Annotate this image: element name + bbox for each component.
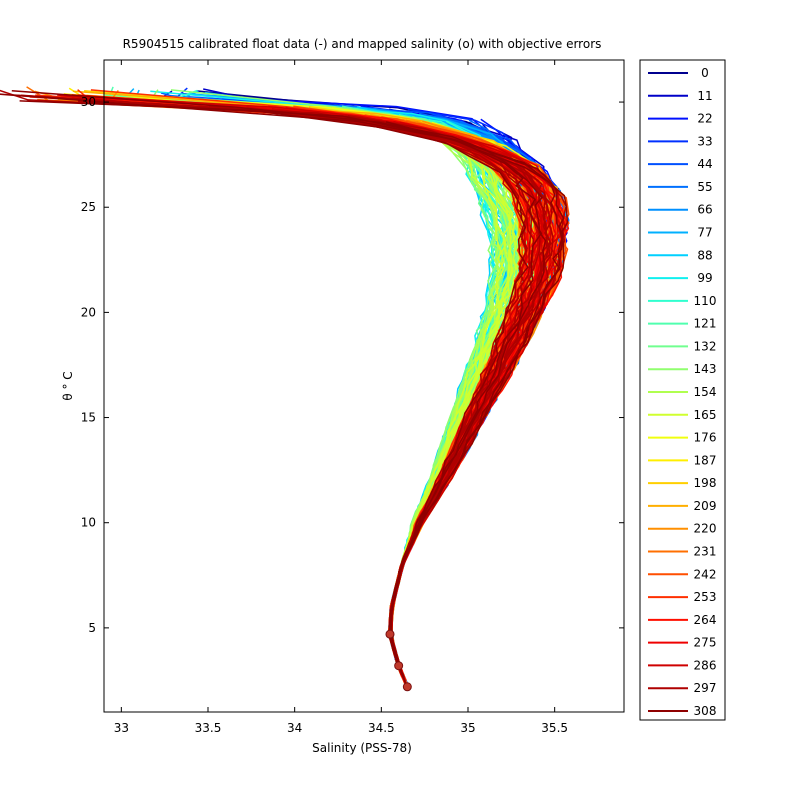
profile-line (112, 101, 516, 681)
profile-line (146, 96, 503, 682)
x-tick-label: 33 (114, 721, 129, 735)
x-tick-label: 33.5 (195, 721, 222, 735)
mapped-salinity-marker (394, 661, 404, 671)
legend: 0 11 22 33 44 55 66 77 88 99 110 121 132 143 154 165 176… (639, 59, 726, 721)
profile-line (150, 90, 495, 668)
profile-line (106, 86, 510, 681)
legend-label: 99 (697, 271, 712, 285)
profile-line (125, 96, 502, 687)
y-tick-label: 10 (81, 516, 96, 530)
legend-label: 176 (694, 431, 717, 445)
profile-line (75, 95, 529, 639)
legend-label: 308 (694, 704, 717, 718)
legend-label: 154 (694, 385, 717, 399)
legend-label: 132 (694, 339, 717, 353)
profile-line (117, 99, 505, 677)
profile-line (146, 101, 513, 650)
profile-line (200, 103, 502, 643)
legend-label: 0 (701, 66, 709, 80)
legend-label: 77 (697, 226, 712, 240)
y-axis-label: θ ° C (61, 371, 75, 400)
profile-line (176, 100, 499, 654)
legend-label: 165 (694, 408, 717, 422)
legend-label: 220 (694, 522, 717, 536)
chart-title: R5904515 calibrated float data (-) and m… (123, 37, 602, 51)
profile-line (104, 94, 519, 686)
legend-label: 66 (697, 203, 712, 217)
profile-line (169, 102, 513, 640)
legend-label: 33 (697, 134, 712, 148)
profile-line (30, 96, 541, 652)
legend-label: 22 (697, 112, 712, 126)
plot-frame (103, 59, 625, 713)
legend-label: 275 (694, 636, 717, 650)
legend-label: 55 (697, 180, 712, 194)
profile-line (147, 89, 519, 663)
legend-label: 88 (697, 248, 712, 262)
y-tick-label: 15 (81, 411, 96, 425)
x-tick-label: 34.5 (368, 721, 395, 735)
y-tick-label: 30 (81, 95, 96, 109)
profile-line (167, 89, 507, 661)
profile-line (150, 95, 519, 656)
profile-line (385, 121, 547, 669)
legend-label: 143 (694, 362, 717, 376)
y-tick-label: 25 (81, 200, 96, 214)
y-tick-label: 5 (88, 621, 96, 635)
profile-line (129, 94, 507, 645)
profile-line (79, 94, 535, 662)
legend-label: 297 (694, 681, 717, 695)
legend-label: 187 (694, 453, 717, 467)
mapped-salinity-marker (402, 682, 412, 692)
legend-label: 110 (694, 294, 717, 308)
legend-label: 286 (694, 658, 717, 672)
legend-label: 264 (694, 613, 717, 627)
profile-line (380, 122, 565, 665)
legend-label: 253 (694, 590, 717, 604)
x-tick-label: 35.5 (541, 721, 568, 735)
x-tick-label: 34 (287, 721, 302, 735)
legend-items: 0 11 22 33 44 55 66 77 88 99 110 121 132 143 154 165 176… (648, 66, 716, 718)
profile-line (141, 99, 521, 650)
legend-label: 198 (694, 476, 717, 490)
profile-line (95, 96, 525, 636)
profile-line (13, 94, 535, 662)
ticks-layer: 33 33.5 34 34.5 35 35.5 5 10 15 20 25 30 (81, 60, 624, 735)
legend-label: 44 (697, 157, 712, 171)
profile-line (255, 104, 498, 653)
profile-line (97, 96, 510, 652)
legend-label: 242 (694, 567, 717, 581)
mapped-salinity-marker (385, 629, 395, 639)
profile-line (19, 100, 529, 687)
legend-label: 209 (694, 499, 717, 513)
profile-line (20, 94, 541, 653)
legend-label: 121 (694, 317, 717, 331)
profile-line (165, 96, 499, 687)
legend-label: 231 (694, 545, 717, 559)
y-tick-label: 20 (81, 305, 96, 319)
data-layer (0, 86, 570, 692)
x-tick-label: 35 (460, 721, 475, 735)
legend-label: 11 (697, 89, 712, 103)
profile-line (154, 101, 513, 663)
x-axis-label: Salinity (PSS-78) (312, 741, 412, 755)
legend-box (639, 59, 726, 721)
profile-line (200, 102, 504, 646)
profile-line (140, 94, 514, 678)
profile-line (72, 90, 524, 668)
